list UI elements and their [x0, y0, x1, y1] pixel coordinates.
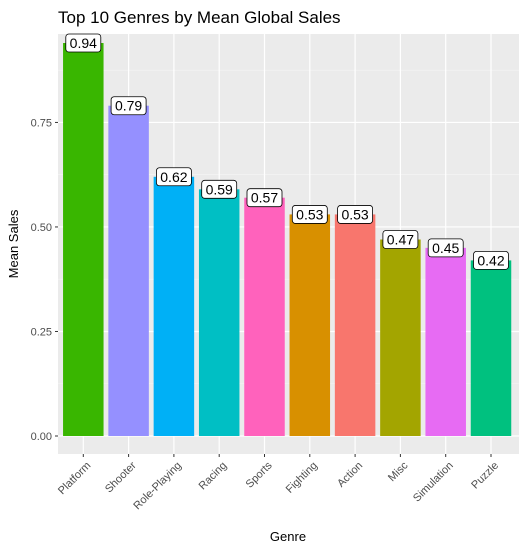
data-label-text: 0.42 [477, 252, 504, 268]
bar-action [334, 214, 376, 436]
bar-misc [380, 239, 421, 436]
x-axis-title: Genre [270, 529, 306, 544]
data-label-box [382, 230, 419, 249]
data-label-role-playing: 0.62 [155, 167, 192, 187]
y-axis: 0.00 0.25 0.50 0.75 [31, 117, 58, 443]
bar-simulation [425, 247, 466, 436]
data-label-box [246, 188, 283, 208]
bar-fighting [289, 214, 331, 436]
data-label-box [473, 251, 509, 270]
data-label-box [291, 205, 328, 224]
data-label-text: 0.53 [296, 206, 323, 222]
y-axis-title: Mean Sales [6, 209, 21, 278]
bar-platform [63, 43, 104, 436]
data-label-misc: 0.47 [382, 230, 419, 249]
data-label-shooter: 0.79 [110, 96, 147, 116]
data-label-action: 0.53 [337, 205, 374, 224]
data-label-box [110, 96, 147, 116]
data-label-box [427, 238, 464, 258]
data-label-box [155, 167, 192, 187]
y-tick-label: 0.25 [31, 326, 52, 338]
data-label-puzzle: 0.42 [473, 251, 509, 270]
bar-shooter [108, 105, 149, 436]
bar-sports [244, 197, 285, 436]
data-label-text: 0.62 [160, 169, 187, 185]
data-label-text: 0.45 [432, 240, 459, 256]
data-label-text: 0.59 [206, 181, 233, 197]
data-label-text: 0.47 [387, 232, 414, 248]
chart-title: Top 10 Genres by Mean Global Sales [58, 8, 341, 27]
data-label-sports: 0.57 [246, 188, 283, 208]
data-label-text: 0.57 [251, 190, 278, 206]
y-tick-label: 0.00 [31, 431, 52, 443]
data-label-box [201, 179, 238, 199]
data-labels: 0.94 0.79 0.62 0.59 0.57 0.53 0.53 0.47 0.45 0.42 [65, 33, 509, 270]
bars [63, 43, 512, 436]
data-label-text: 0.53 [341, 206, 368, 222]
data-label-platform: 0.94 [65, 33, 102, 53]
bar-role-playing [153, 176, 195, 436]
data-label-box [65, 33, 102, 53]
data-label-box [337, 205, 374, 224]
data-label-racing: 0.59 [201, 179, 238, 199]
data-label-text: 0.94 [70, 35, 97, 51]
bar-racing [198, 189, 240, 436]
y-tick-label: 0.50 [31, 222, 52, 234]
y-tick-label: 0.75 [31, 117, 52, 129]
data-label-text: 0.79 [115, 98, 142, 114]
bar-puzzle [470, 260, 512, 436]
data-label-fighting: 0.53 [291, 205, 328, 224]
data-label-simulation: 0.45 [427, 238, 464, 258]
